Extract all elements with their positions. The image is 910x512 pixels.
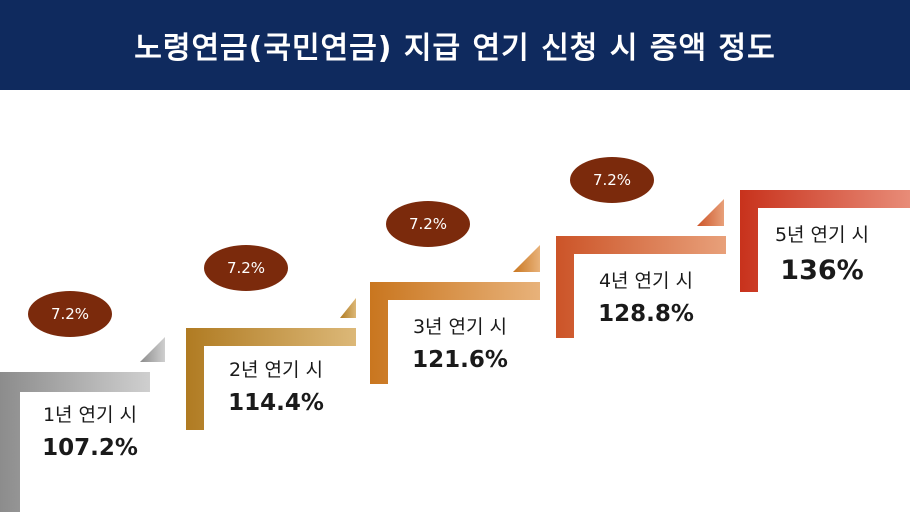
step-2-triangle (340, 298, 356, 318)
page-title: 노령연금(국민연금) 지급 연기 신청 시 증액 정도 (134, 31, 776, 66)
step-year-label: 5년 연기 시 (774, 224, 870, 246)
step-3-triangle (513, 245, 540, 272)
step-2-shape (186, 328, 356, 430)
step-1-shape (0, 372, 150, 512)
step-year-label: 1년 연기 시 (42, 404, 138, 426)
step-5-shape (740, 190, 910, 292)
step-value: 128.8% (598, 301, 694, 327)
increase-badge: 7.2% (570, 157, 654, 203)
increase-badge: 7.2% (386, 201, 470, 247)
step-4-triangle (697, 199, 724, 226)
step-value: 121.6% (412, 347, 508, 373)
step-value: 136% (780, 255, 864, 286)
step-year-label: 3년 연기 시 (412, 316, 508, 338)
step-year-label: 4년 연기 시 (598, 270, 694, 292)
step-value: 107.2% (42, 435, 138, 461)
step-3-shape (370, 282, 540, 384)
step-4-shape (556, 236, 726, 338)
step-2-label: 2년 연기 시 114.4% (206, 355, 346, 416)
increase-badge: 7.2% (28, 291, 112, 337)
step-5-label: 5년 연기 시 136% (752, 220, 892, 286)
step-4-label: 4년 연기 시 128.8% (576, 266, 716, 327)
increase-badge: 7.2% (204, 245, 288, 291)
step-value: 114.4% (228, 390, 324, 416)
step-1-label: 1년 연기 시 107.2% (20, 400, 160, 461)
step-year-label: 2년 연기 시 (228, 359, 324, 381)
title-banner: 노령연금(국민연금) 지급 연기 신청 시 증액 정도 (0, 0, 910, 90)
step-1-triangle (140, 337, 165, 362)
step-3-label: 3년 연기 시 121.6% (390, 312, 530, 373)
